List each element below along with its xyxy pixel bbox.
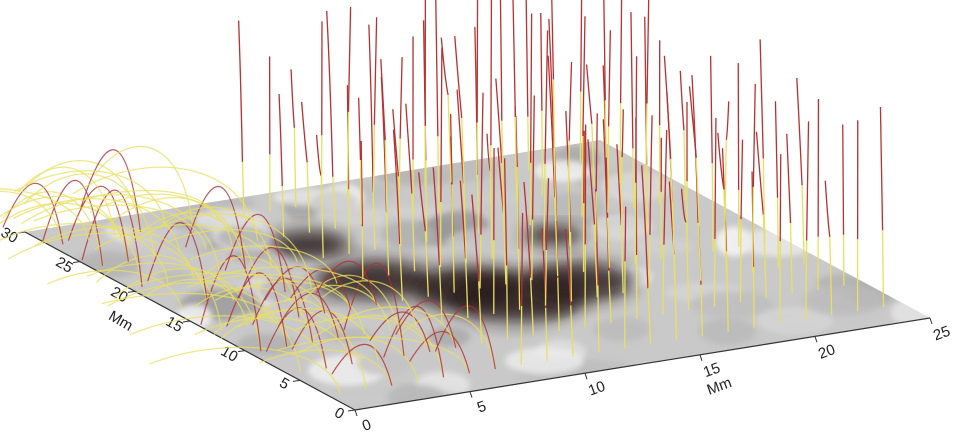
field-line — [621, 0, 622, 103]
field-line — [582, 136, 583, 217]
field-line — [399, 139, 400, 191]
field-line — [647, 0, 650, 103]
field-line — [587, 64, 592, 123]
field-line — [546, 250, 547, 306]
field-line — [620, 103, 621, 183]
texture-spot — [593, 317, 650, 341]
texture-spot — [690, 291, 773, 317]
field-line — [775, 101, 777, 197]
field-line — [797, 78, 802, 185]
field-line — [279, 94, 282, 186]
field-line — [327, 11, 333, 177]
field-line — [636, 56, 637, 182]
field-line — [711, 56, 713, 163]
x-tick-label: 10 — [586, 378, 607, 400]
x-tick — [815, 336, 817, 342]
field-line — [806, 240, 807, 319]
field-line — [780, 154, 781, 241]
field-line — [360, 160, 361, 224]
texture-spot — [698, 318, 755, 345]
field-line — [400, 57, 402, 139]
field-line — [726, 101, 729, 139]
texture-spot — [338, 225, 386, 238]
field-line — [528, 117, 529, 170]
field-line — [664, 56, 670, 159]
field-line — [631, 12, 633, 148]
field-line — [500, 0, 502, 121]
field-line — [649, 235, 650, 289]
field-line — [787, 134, 791, 223]
field-line — [349, 189, 350, 254]
field-line — [513, 0, 516, 117]
field-line — [843, 124, 844, 234]
field-line — [491, 0, 492, 145]
field-line — [517, 167, 518, 255]
x-tick-label: 5 — [475, 398, 489, 417]
sunspot — [525, 262, 635, 302]
x-tick-label: 20 — [816, 341, 837, 363]
texture-spot — [766, 311, 826, 332]
field-line — [753, 84, 755, 187]
field-line — [712, 163, 713, 251]
x-tick — [930, 318, 932, 324]
field-line — [622, 157, 623, 238]
field-line — [741, 140, 742, 220]
field-line — [348, 7, 350, 112]
field-line — [348, 112, 349, 199]
page: 0510152025051015202530MmMm (() => { cons… — [0, 0, 973, 434]
field-line — [625, 207, 626, 262]
x-tick — [700, 355, 702, 361]
field-line — [680, 71, 684, 130]
field-line — [480, 235, 481, 289]
field-line — [531, 13, 532, 162]
y-tick — [293, 380, 300, 381]
field-line — [477, 0, 478, 122]
field-line — [359, 98, 361, 160]
texture-spot — [505, 347, 584, 374]
field-line — [581, 0, 582, 91]
x-tick — [355, 410, 357, 416]
field-line — [507, 266, 508, 340]
field-line — [608, 126, 609, 212]
field-line — [622, 109, 623, 157]
field-line — [647, 165, 648, 234]
field-line — [880, 107, 882, 230]
field-line — [545, 30, 548, 163]
field-line — [526, 0, 528, 117]
field-line — [825, 181, 830, 237]
x-tick — [470, 392, 472, 398]
field-line — [541, 13, 542, 111]
field-line — [374, 17, 376, 125]
field-line — [452, 184, 453, 237]
field-line — [760, 39, 763, 158]
field-line — [778, 198, 779, 269]
chart: 0510152025051015202530MmMm — [0, 0, 973, 434]
field-line — [753, 187, 754, 273]
field-line — [570, 232, 571, 302]
field-line — [609, 30, 611, 126]
texture-spot — [803, 285, 883, 316]
field-line — [317, 135, 322, 176]
field-line — [753, 267, 754, 328]
field-line — [740, 219, 741, 302]
field-line — [291, 69, 294, 127]
field-line — [633, 148, 634, 208]
x-tick — [585, 373, 587, 379]
field-line — [239, 21, 243, 162]
x-tick-label: 25 — [931, 323, 952, 345]
y-tick-label: 5 — [276, 374, 292, 393]
field-line — [583, 16, 585, 136]
field-line — [883, 230, 884, 307]
y-axis-label: Mm — [106, 308, 136, 335]
x-tick-label: 0 — [360, 416, 374, 434]
field-line — [302, 102, 307, 162]
field-line — [369, 25, 373, 193]
field-line — [807, 121, 809, 240]
y-tick-label: 0 — [331, 404, 347, 423]
field-line — [569, 62, 571, 141]
y-tick — [348, 410, 355, 411]
field-line — [532, 220, 533, 281]
field-line — [435, 0, 437, 136]
